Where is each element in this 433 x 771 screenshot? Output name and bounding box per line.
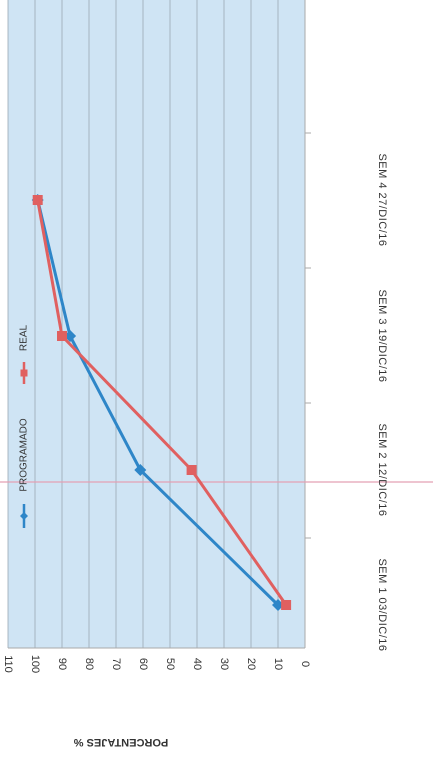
category-label: SEM 4 27/DIC/16 bbox=[376, 153, 388, 246]
value-tick-label: 10 bbox=[272, 658, 284, 670]
series-line bbox=[36, 199, 288, 606]
value-tick-labels: 0 10 20 30 40 50 60 70 80 90 100 110 bbox=[2, 655, 311, 673]
value-tick-label: 0 bbox=[299, 661, 311, 667]
data-point bbox=[272, 599, 284, 611]
category-label: SEM 1 03/DIC/16 bbox=[376, 558, 388, 651]
value-tick-label: 20 bbox=[245, 658, 257, 670]
series-real bbox=[32, 195, 292, 610]
series-line bbox=[36, 199, 280, 607]
legend-label: REAL bbox=[19, 325, 30, 352]
category-label: SEM 2 12/DIC/16 bbox=[376, 423, 388, 516]
category-label: SEM 3 19/DIC/16 bbox=[376, 289, 388, 382]
gridlines bbox=[7, 0, 279, 648]
value-tick-label: 50 bbox=[164, 658, 176, 670]
value-tick-label: 100 bbox=[29, 655, 41, 673]
data-point bbox=[32, 195, 43, 205]
value-tick-label: 110 bbox=[2, 655, 14, 673]
legend-item: REAL bbox=[19, 325, 30, 384]
legend-marker bbox=[20, 512, 28, 520]
category-tick-marks bbox=[305, 132, 311, 539]
plot-area bbox=[8, 0, 305, 648]
data-point bbox=[186, 465, 197, 475]
value-axis-title: PORCENTAJES % bbox=[74, 736, 169, 748]
value-tick-label: 40 bbox=[191, 658, 203, 670]
value-tick-label: 90 bbox=[56, 658, 68, 670]
series-layer bbox=[31, 194, 292, 611]
legend: PROGRAMADO REAL bbox=[19, 325, 30, 528]
value-tick-label: 60 bbox=[137, 658, 149, 670]
data-point bbox=[134, 464, 147, 476]
legend-marker bbox=[20, 369, 28, 377]
category-labels: SEM 1 03/DIC/16 SEM 2 12/DIC/16 SEM 3 19/D… bbox=[376, 153, 388, 651]
data-point bbox=[281, 600, 292, 610]
data-point bbox=[64, 330, 77, 342]
data-point bbox=[57, 331, 67, 341]
value-tick-label: 70 bbox=[110, 658, 122, 670]
value-tick-label: 30 bbox=[218, 658, 230, 670]
value-tick-label: 80 bbox=[83, 658, 95, 670]
legend-label: PROGRAMADO bbox=[19, 418, 30, 492]
legend-item: PROGRAMADO bbox=[19, 418, 30, 528]
